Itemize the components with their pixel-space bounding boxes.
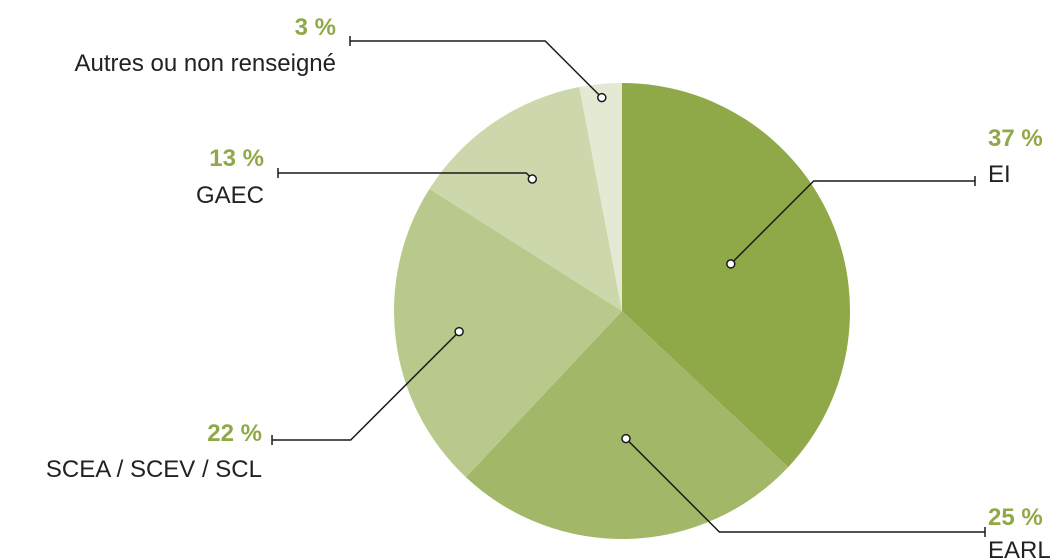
leader-line-scea-scev-scl (272, 331, 460, 441)
leader-dot-gaec (527, 174, 538, 184)
leader-line-earl (625, 438, 985, 533)
leader-dot-ei (726, 259, 736, 269)
category-label-earl: EARL (988, 537, 1051, 558)
pie-annotations: 37 % EI 25 % EARL 22 % SCEA / SCEV / SCL 13 % G… (46, 14, 1051, 558)
category-label-autres-ou-non-renseign: Autres ou non renseigné (74, 50, 336, 77)
pie-slice-earl (465, 311, 789, 539)
category-label-gaec: GAEC (196, 182, 264, 209)
data-label-scea-scev-scl: 22 % (207, 420, 262, 447)
leader-dot-earl (621, 433, 631, 444)
data-label-autres-ou-non-renseign: 3 % (295, 14, 336, 41)
category-label-scea-scev-scl: SCEA / SCEV / SCL (46, 456, 262, 483)
leader-line-ei (730, 180, 975, 265)
data-label-gaec: 13 % (209, 145, 264, 172)
pie-slice-scea-scev-scl (393, 188, 622, 478)
data-label-ei: 37 % (988, 125, 1043, 152)
category-label-ei: EI (988, 161, 1011, 188)
data-label-earl: 25 % (988, 504, 1043, 531)
pie-slice-autres-ou-non-renseign (579, 83, 622, 311)
leader-line-autres-ou-non-renseign (350, 40, 603, 99)
pie-slices (393, 83, 850, 539)
leader-dot-scea-scev-scl (454, 326, 464, 337)
pie-slice-gaec (429, 87, 622, 311)
leader-dot-autres-ou-non-renseign (597, 92, 607, 103)
pie-slice-ei (622, 83, 850, 468)
